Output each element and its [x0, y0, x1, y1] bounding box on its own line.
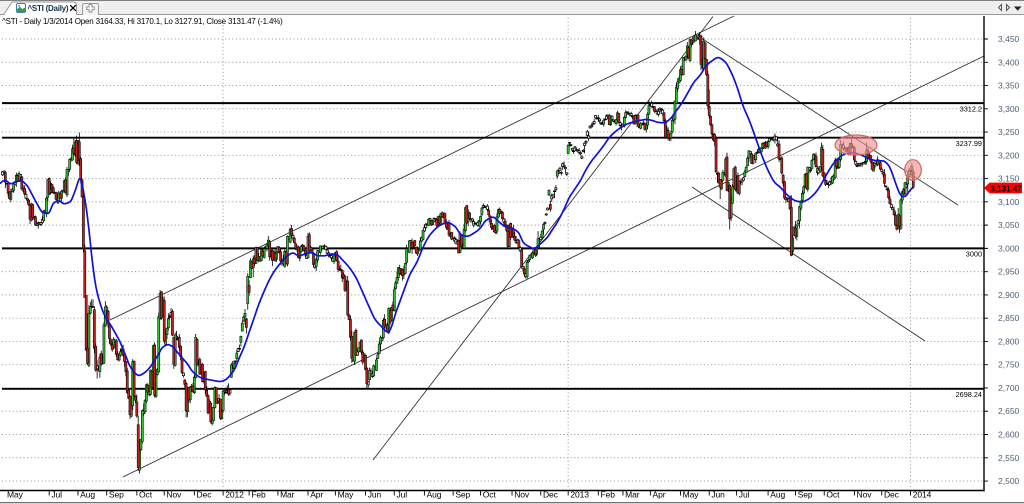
svg-text:2,950: 2,950 [998, 267, 1020, 277]
svg-text:2014: 2014 [913, 490, 932, 500]
svg-text:3,000: 3,000 [998, 243, 1020, 253]
svg-text:Oct: Oct [826, 490, 840, 500]
svg-text:Nov: Nov [514, 490, 530, 500]
svg-text:3,150: 3,150 [998, 174, 1020, 184]
svg-text:Oct: Oct [139, 490, 153, 500]
svg-text:Dec: Dec [543, 490, 559, 500]
svg-text:Aug: Aug [80, 490, 95, 500]
svg-text:3,100: 3,100 [998, 197, 1020, 207]
svg-text:Jun: Jun [711, 490, 725, 500]
svg-text:Jul: Jul [396, 490, 407, 500]
svg-text:2013: 2013 [570, 490, 589, 500]
svg-text:Apr: Apr [310, 490, 323, 500]
svg-text:3,131.47: 3,131.47 [991, 184, 1023, 193]
svg-text:Dec: Dec [884, 490, 900, 500]
svg-text:Sep: Sep [798, 490, 813, 500]
svg-text:2,650: 2,650 [998, 406, 1020, 416]
svg-text:Nov: Nov [857, 490, 873, 500]
svg-text:Jul: Jul [739, 490, 750, 500]
svg-text:Mar: Mar [280, 490, 295, 500]
svg-text:Feb: Feb [601, 490, 616, 500]
svg-text:2,600: 2,600 [998, 430, 1020, 440]
svg-text:3,250: 3,250 [998, 127, 1020, 137]
svg-text:2,850: 2,850 [998, 313, 1020, 323]
svg-text:3,050: 3,050 [998, 220, 1020, 230]
svg-text:Jun: Jun [368, 490, 382, 500]
svg-text:Mar: Mar [625, 490, 640, 500]
svg-text:2,500: 2,500 [998, 476, 1020, 486]
svg-text:Apr: Apr [653, 490, 666, 500]
svg-text:2012: 2012 [225, 490, 244, 500]
svg-text:Aug: Aug [770, 490, 785, 500]
svg-text:3,300: 3,300 [998, 104, 1020, 114]
svg-text:Sep: Sep [455, 490, 470, 500]
svg-text:3,200: 3,200 [998, 150, 1020, 160]
svg-text:2,900: 2,900 [998, 290, 1020, 300]
svg-text:Feb: Feb [251, 490, 266, 500]
svg-text:Nov: Nov [166, 490, 182, 500]
svg-text:2698.24: 2698.24 [956, 390, 982, 399]
svg-text:May: May [683, 490, 700, 500]
svg-text:May: May [7, 490, 24, 500]
svg-text:2,800: 2,800 [998, 336, 1020, 346]
svg-text:Oct: Oct [483, 490, 497, 500]
svg-text:Sep: Sep [109, 490, 124, 500]
svg-text:2,750: 2,750 [998, 360, 1020, 370]
svg-text:3,350: 3,350 [998, 81, 1020, 91]
svg-text:Dec: Dec [197, 490, 213, 500]
svg-text:Jul: Jul [51, 490, 62, 500]
svg-text:3000: 3000 [966, 250, 982, 259]
svg-text:3312.2: 3312.2 [960, 104, 982, 113]
svg-text:3237.99: 3237.99 [956, 139, 982, 148]
svg-text:3,450: 3,450 [998, 34, 1020, 44]
svg-text:2,700: 2,700 [998, 383, 1020, 393]
svg-text:Aug: Aug [427, 490, 442, 500]
svg-text:3,400: 3,400 [998, 57, 1020, 67]
svg-text:2,550: 2,550 [998, 453, 1020, 463]
svg-text:May: May [338, 490, 355, 500]
